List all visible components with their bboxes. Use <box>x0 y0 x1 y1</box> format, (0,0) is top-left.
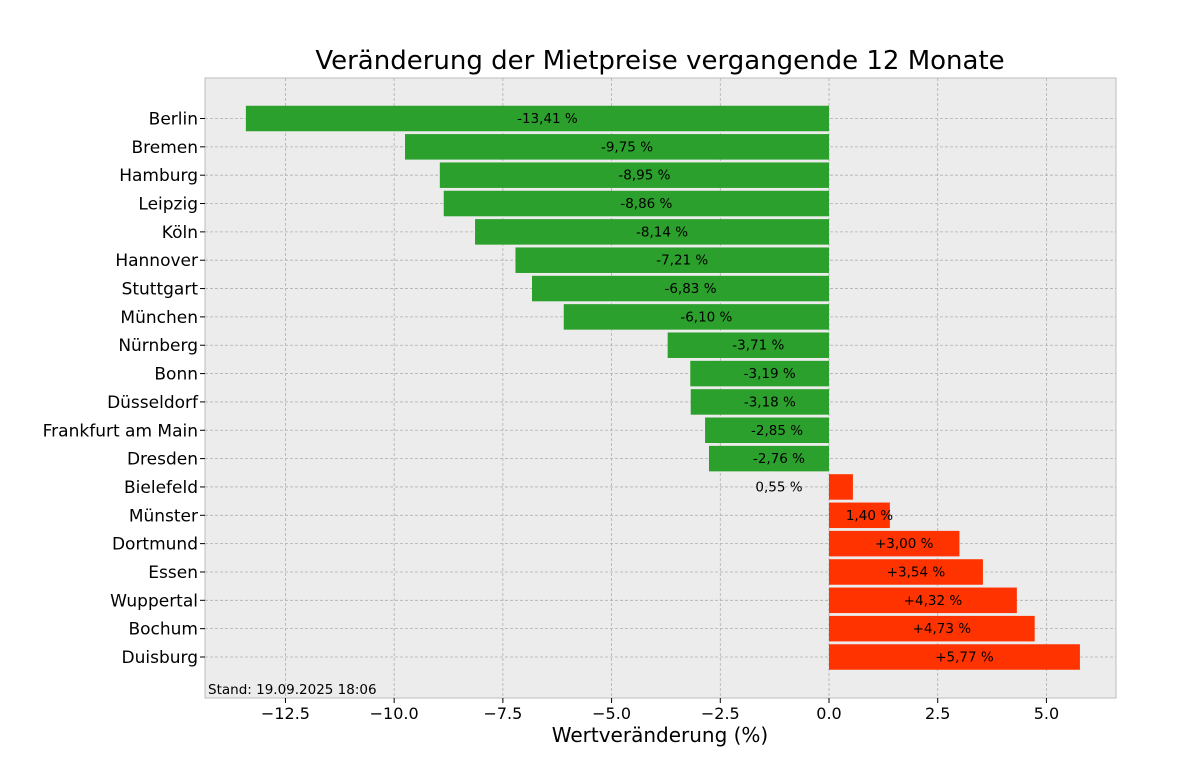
data-label: -7,21 % <box>656 253 708 269</box>
y-tick-label: Dresden <box>127 450 198 470</box>
bar <box>829 502 890 529</box>
data-label: +3,00 % <box>875 536 934 552</box>
bar <box>690 389 830 415</box>
data-label: -6,10 % <box>680 309 732 325</box>
data-label: -2,76 % <box>753 451 805 467</box>
x-tick-label: 5.0 <box>1034 704 1059 723</box>
y-tick-label: Bielefeld <box>124 478 198 498</box>
y-tick-label: Hannover <box>115 251 198 271</box>
y-tick-label: Düsseldorf <box>107 393 199 413</box>
y-tick-label: Nürnberg <box>118 336 198 356</box>
chart-title: Veränderung der Mietpreise vergangende 1… <box>315 46 1004 76</box>
y-tick-label: Duisburg <box>122 648 199 668</box>
data-label: -3,19 % <box>744 366 796 382</box>
y-tick-label: Leipzig <box>138 195 198 215</box>
bar <box>829 644 1080 670</box>
y-tick-label: Bonn <box>154 365 198 385</box>
y-tick-label: Stuttgart <box>122 280 199 300</box>
data-label: -6,83 % <box>664 281 716 297</box>
x-tick-label: −7.5 <box>483 704 522 723</box>
y-tick-label: Wuppertal <box>110 591 198 611</box>
x-tick-label: −5.0 <box>592 704 631 723</box>
bar <box>705 417 830 444</box>
data-label-layer: -13,41 % -9,75 % -8,95 % -8,86 % -8,14 % -7,2… <box>517 111 994 666</box>
data-label: -8,95 % <box>618 168 670 184</box>
bar <box>405 134 830 160</box>
data-label: 0,55 % <box>755 479 802 495</box>
bar <box>708 445 830 472</box>
bar <box>532 275 830 302</box>
data-label: -8,86 % <box>620 196 672 212</box>
data-label: -2,85 % <box>751 423 803 439</box>
timestamp-annotation: Stand: 19.09.2025 18:06 <box>208 682 377 698</box>
x-axis: −12.5 −10.0 −7.5 −5.0 −2.5 0.0 2.5 5.0 <box>261 698 1059 723</box>
y-tick-label: Essen <box>148 563 198 583</box>
data-label: -8,14 % <box>636 224 688 240</box>
y-tick-label: Dortmund <box>112 535 198 555</box>
x-tick-label: −10.0 <box>370 704 419 723</box>
bar <box>667 332 830 358</box>
y-tick-label: Frankfurt am Main <box>43 421 198 441</box>
data-label: +5,77 % <box>935 650 994 666</box>
data-label: -3,18 % <box>744 394 796 410</box>
y-tick-label: Münster <box>129 506 198 526</box>
bar <box>439 162 830 188</box>
y-tick-label: Köln <box>162 223 198 243</box>
bar <box>829 530 960 557</box>
bar <box>829 615 1035 642</box>
bar <box>829 587 1017 614</box>
bar <box>829 559 983 585</box>
bar <box>563 304 830 330</box>
data-label: +3,54 % <box>887 564 946 580</box>
x-axis-label: Wertveränderung (%) <box>552 723 769 747</box>
y-tick-label: München <box>120 308 198 328</box>
data-label: 1,40 % <box>846 508 893 524</box>
y-tick-label: Berlin <box>149 110 198 130</box>
data-label: -9,75 % <box>601 139 653 155</box>
bar <box>245 105 830 132</box>
data-label: +4,32 % <box>904 593 963 609</box>
y-axis: Berlin Bremen Hamburg Leipzig Köln Hannover St… <box>43 110 205 668</box>
bar <box>829 474 853 500</box>
y-tick-label: Bremen <box>131 138 198 158</box>
data-label: -3,71 % <box>732 338 784 354</box>
bar <box>690 360 830 387</box>
bar-layer <box>245 105 1080 670</box>
data-label: +4,73 % <box>913 621 972 637</box>
x-tick-label: −2.5 <box>701 704 740 723</box>
x-tick-label: 2.5 <box>925 704 950 723</box>
bar <box>475 219 830 245</box>
y-tick-label: Bochum <box>128 620 198 640</box>
bar <box>515 247 830 273</box>
data-label: -13,41 % <box>517 111 578 127</box>
x-tick-label: −12.5 <box>261 704 310 723</box>
bar <box>443 190 830 217</box>
x-tick-label: 0.0 <box>816 704 841 723</box>
y-tick-label: Hamburg <box>119 166 198 186</box>
